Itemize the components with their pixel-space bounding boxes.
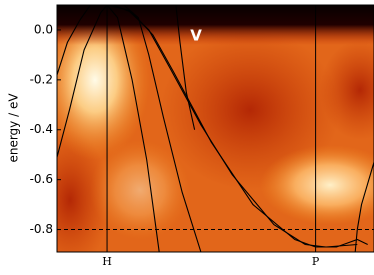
x-tick-label: H [102,255,112,268]
heatmap [57,5,374,252]
band-line [113,5,368,248]
band-line [57,5,91,76]
y-axis-label: energy / eV [7,93,21,163]
band-line [175,5,196,130]
band-line [57,5,108,158]
annotation: V [190,27,202,45]
y-tick-label: -0.4 [30,122,53,136]
y-tick-label: 0.0 [34,22,53,36]
y-tick-label: -0.2 [30,72,53,86]
band-line [106,5,160,252]
y-tick-label: -0.6 [30,172,53,186]
plot-frame [56,4,374,253]
band-line [123,5,202,252]
band-line [354,162,374,252]
y-tick-label: -0.8 [30,222,53,236]
bands [57,5,374,252]
x-tick-label: P [312,255,320,268]
